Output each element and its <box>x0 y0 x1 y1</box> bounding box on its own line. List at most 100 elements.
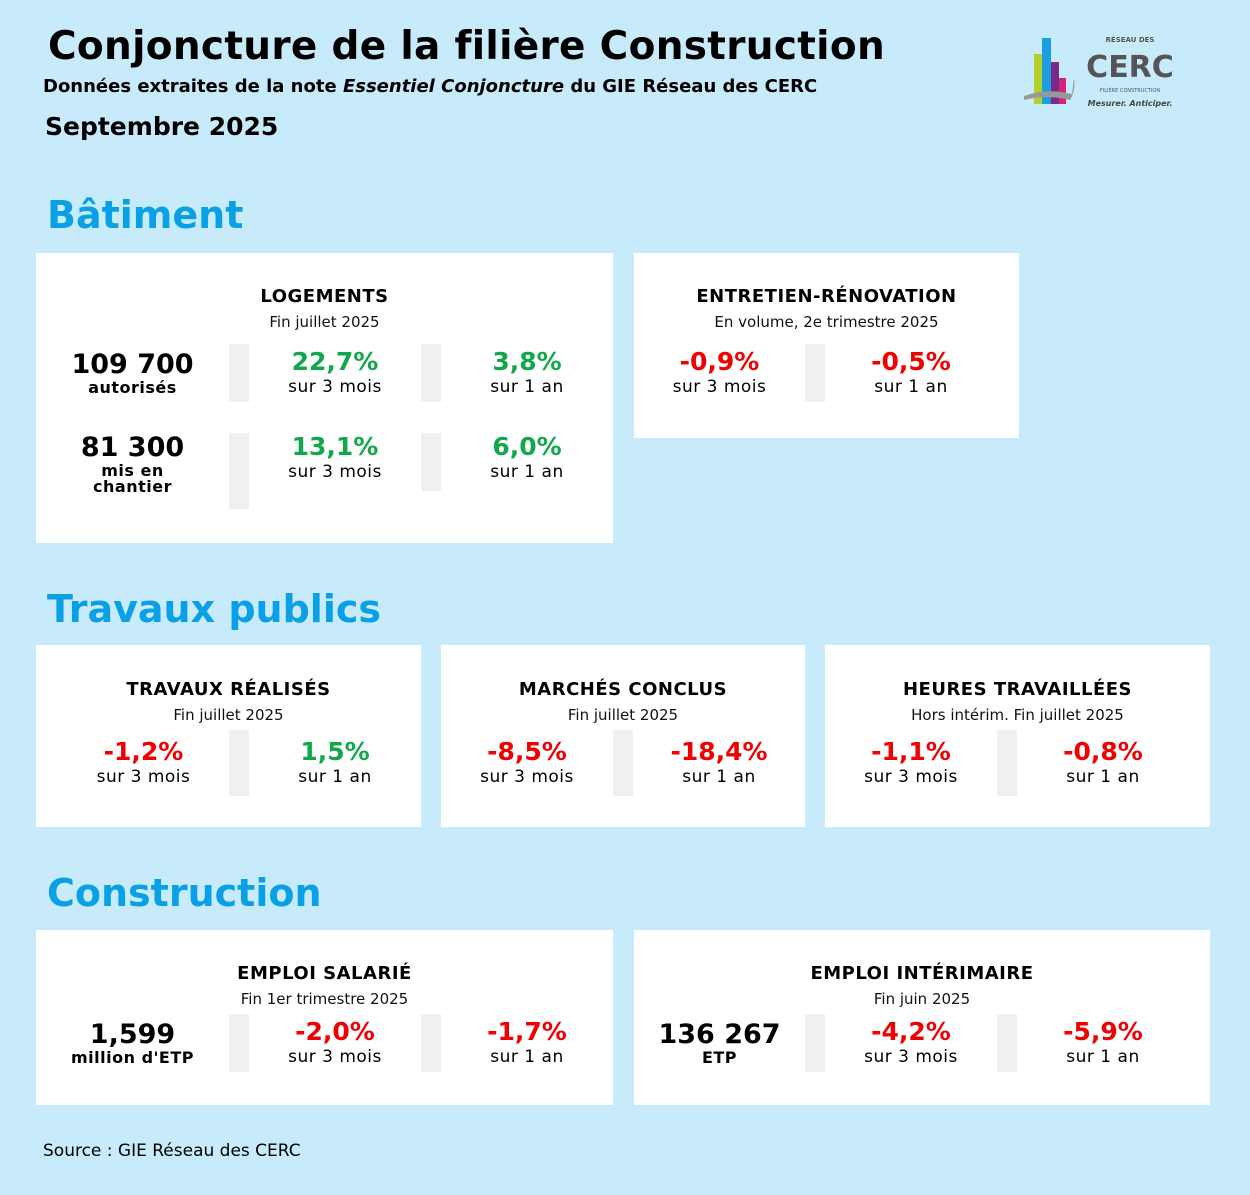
card-subtitle: Hors intérim. Fin juillet 2025 <box>911 706 1124 724</box>
stats-row: -1,1% sur 3 mois -0,8% sur 1 an <box>825 730 1210 796</box>
stat-value: 136 267 <box>658 1019 781 1050</box>
stats-row: 1,599 million d'ETP -2,0% sur 3 mois -1,7%… <box>36 1013 613 1073</box>
card-title: MARCHÉS CONCLUS <box>518 679 728 700</box>
card-travaux-realises: TRAVAUX RÉALISÉS Fin juillet 2025 -1,2% s… <box>36 645 421 827</box>
section-construction: Construction <box>47 871 322 915</box>
change-1-year: -1,7% <box>487 1017 567 1046</box>
change-1-year: -18,4% <box>670 737 768 766</box>
card-subtitle: Fin juin 2025 <box>873 990 971 1008</box>
card-subtitle: Fin juillet 2025 <box>173 706 284 724</box>
stat-value: 1,599 <box>89 1019 176 1050</box>
card-subtitle: Fin 1er trimestre 2025 <box>240 990 409 1008</box>
logo-bar <box>1042 38 1051 104</box>
change-3-months: -1,1% <box>871 737 951 766</box>
card-logements: LOGEMENTS Fin juillet 2025 109 700 autori… <box>36 253 613 543</box>
stats-row: -8,5% sur 3 mois -18,4% sur 1 an <box>441 730 805 796</box>
change-label: sur 1 an <box>298 767 372 787</box>
divider <box>805 1014 825 1072</box>
stats-row: 136 267 ETP -4,2% sur 3 mois -5,9% sur 1 an <box>634 1013 1210 1073</box>
stat-label: mis en chantier <box>93 461 172 496</box>
change-label: sur 1 an <box>490 1047 564 1067</box>
source-note: Source : GIE Réseau des CERC <box>43 1141 301 1161</box>
divider <box>805 344 825 402</box>
change-3-months: -2,0% <box>295 1017 375 1046</box>
change-3-months: 13,1% <box>291 432 379 461</box>
logo-tagline: Mesurer. Anticiper. <box>1088 99 1173 108</box>
change-3-months: 22,7% <box>291 347 379 376</box>
stat-value: 81 300 <box>80 432 185 463</box>
divider <box>229 1014 249 1072</box>
change-label: sur 1 an <box>490 377 564 397</box>
subtitle-text: du GIE Réseau des CERC <box>564 76 818 97</box>
change-3-months: -8,5% <box>487 737 567 766</box>
change-label: sur 3 mois <box>480 767 574 787</box>
cerc-logo: RÉSEAU DES CERC FILIÈRE CONSTRUCTION Mes… <box>1024 35 1174 108</box>
divider <box>997 730 1017 796</box>
divider <box>421 1014 441 1072</box>
change-1-year: 6,0% <box>492 432 562 461</box>
divider <box>997 1014 1017 1072</box>
change-label: sur 3 mois <box>864 1047 958 1067</box>
card-entretien-renovation: ENTRETIEN-RÉNOVATION En volume, 2e trime… <box>634 253 1019 438</box>
card-emploi-salarie: EMPLOI SALARIÉ Fin 1er trimestre 2025 1,… <box>36 930 613 1105</box>
page-subtitle: Données extraites de la note Essentiel C… <box>43 76 817 97</box>
change-1-year: 3,8% <box>492 347 562 376</box>
stats-row: -1,2% sur 3 mois 1,5% sur 1 an <box>36 730 421 796</box>
card-title: LOGEMENTS <box>260 286 389 307</box>
logo-bar <box>1059 78 1066 104</box>
divider <box>229 433 249 509</box>
change-label: sur 3 mois <box>288 462 382 482</box>
stats-row: -0,9% sur 3 mois -0,5% sur 1 an <box>634 343 1019 403</box>
stat-value: 109 700 <box>71 349 194 380</box>
change-label: sur 1 an <box>1066 767 1140 787</box>
subtitle-text: Données extraites de la note <box>43 76 343 97</box>
logo-top-text: RÉSEAU DES <box>1106 35 1155 44</box>
card-emploi-interimaire: EMPLOI INTÉRIMAIRE Fin juin 2025 136 267… <box>634 930 1210 1105</box>
logo-name: CERC <box>1086 50 1174 85</box>
change-label: sur 3 mois <box>864 767 958 787</box>
row-autorises: 109 700 autorisés 22,7% sur 3 mois 3,8% sur… <box>36 343 613 403</box>
change-3-months: -0,9% <box>679 347 760 376</box>
divider <box>229 730 249 796</box>
stat-label: million d'ETP <box>71 1048 194 1067</box>
row-mis-en-chantier: 81 300 mis en chantier 13,1% sur 3 mois 6,… <box>36 433 613 509</box>
change-label: sur 3 mois <box>288 1047 382 1067</box>
card-marches-conclus: MARCHÉS CONCLUS Fin juillet 2025 -8,5% su… <box>441 645 805 827</box>
card-title: ENTRETIEN-RÉNOVATION <box>696 286 957 307</box>
divider <box>421 433 441 491</box>
divider <box>613 730 633 796</box>
card-title: TRAVAUX RÉALISÉS <box>126 679 331 700</box>
change-3-months: -1,2% <box>103 737 184 766</box>
card-subtitle: Fin juillet 2025 <box>567 706 679 724</box>
stat-label: ETP <box>701 1048 738 1067</box>
change-1-year: -0,5% <box>871 347 951 376</box>
change-label: sur 1 an <box>874 377 948 397</box>
change-label: sur 3 mois <box>288 377 382 397</box>
divider <box>229 344 249 402</box>
change-1-year: -0,8% <box>1063 737 1143 766</box>
card-title: HEURES TRAVAILLÉES <box>902 679 1133 700</box>
logo-swoosh <box>1024 78 1075 100</box>
logo-line-text: FILIÈRE CONSTRUCTION <box>1100 86 1160 94</box>
card-subtitle: Fin juillet 2025 <box>269 313 380 331</box>
change-label: sur 1 an <box>682 767 756 787</box>
change-label: sur 3 mois <box>96 767 191 787</box>
change-label: sur 1 an <box>490 462 564 482</box>
card-title: EMPLOI INTÉRIMAIRE <box>810 963 1034 984</box>
subtitle-note-name: Essentiel Conjoncture <box>342 76 565 97</box>
change-1-year: -5,9% <box>1063 1017 1143 1046</box>
change-label: sur 3 mois <box>672 377 767 397</box>
change-1-year: 1,5% <box>300 737 370 766</box>
report-date: Septembre 2025 <box>45 112 279 141</box>
divider <box>421 344 441 402</box>
change-3-months: -4,2% <box>871 1017 951 1046</box>
change-label: sur 1 an <box>1066 1047 1140 1067</box>
section-batiment: Bâtiment <box>47 193 244 237</box>
card-title: EMPLOI SALARIÉ <box>237 963 412 984</box>
page-title: Conjoncture de la filière Construction <box>48 24 886 69</box>
section-travaux-publics: Travaux publics <box>47 587 381 631</box>
logo-bar <box>1051 62 1059 104</box>
card-heures-travaillees: HEURES TRAVAILLÉES Hors intérim. Fin jui… <box>825 645 1210 827</box>
logo-bar <box>1034 54 1042 104</box>
stat-label: autorisés <box>88 378 177 397</box>
